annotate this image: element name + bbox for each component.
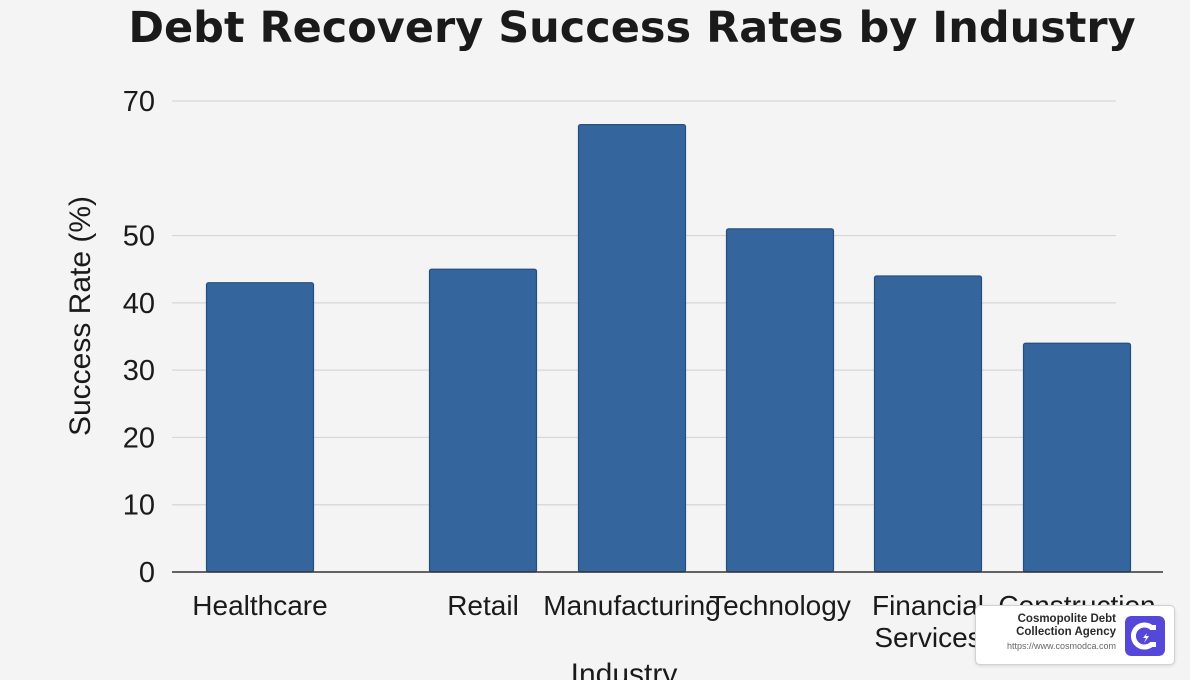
magnet-icon (1125, 616, 1165, 656)
x-tick-label: Manufacturing (543, 590, 720, 621)
y-tick-label: 70 (123, 86, 155, 118)
y-axis-title: Success Rate (%) (64, 196, 97, 436)
bar-financial-services (873, 275, 983, 573)
bar-construction (1022, 342, 1132, 573)
badge-text: Cosmopolite Debt Collection Agency https… (1007, 613, 1116, 651)
x-tick-label: Retail (447, 590, 519, 621)
y-tick-label: 50 (123, 221, 155, 253)
bar-manufacturing (577, 123, 687, 573)
y-tick-label: 30 (123, 355, 155, 387)
bar-retail (428, 268, 538, 573)
bar-technology (725, 228, 835, 573)
x-axis-title: Industry (571, 658, 678, 680)
y-tick-label: 10 (123, 490, 155, 522)
badge-company-name-line1: Cosmopolite Debt (1017, 613, 1116, 625)
y-tick-label: 20 (123, 422, 155, 454)
watermark-badge[interactable]: Cosmopolite Debt Collection Agency https… (975, 605, 1175, 665)
chart-title: Debt Recovery Success Rates by Industry (128, 3, 1135, 53)
y-tick-labels: 0 10 20 30 40 50 70 (123, 86, 155, 589)
badge-company-name-line2: Collection Agency (1016, 625, 1116, 638)
x-tick-label: Healthcare (192, 590, 327, 621)
bar-healthcare (205, 282, 315, 573)
x-tick-label: Technology (709, 590, 851, 621)
bars (205, 123, 1132, 573)
badge-url: https://www.cosmodca.com (1006, 641, 1116, 651)
y-tick-label: 0 (139, 557, 155, 589)
x-tick-label: Financial Services (872, 590, 984, 653)
y-tick-label: 40 (123, 288, 155, 320)
